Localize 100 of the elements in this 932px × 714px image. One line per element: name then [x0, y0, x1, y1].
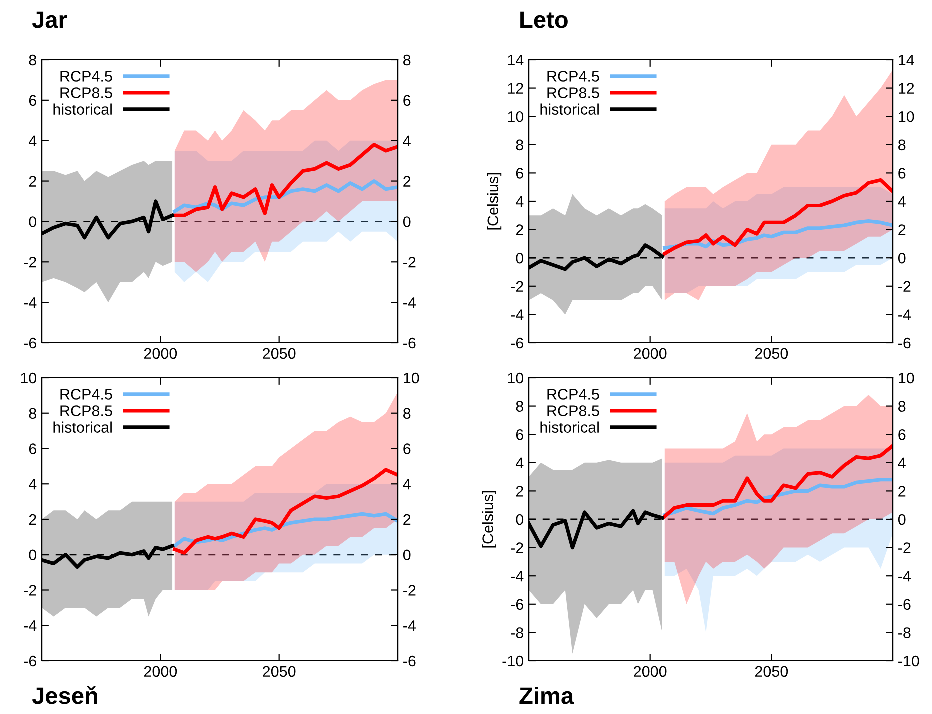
y2-tick-label: -6 — [404, 338, 416, 349]
y2-tick-label: 0 — [403, 550, 411, 561]
y2-tick-label: 8 — [404, 54, 411, 66]
y-tick-label: 12 — [508, 83, 524, 94]
y-tick-label: -4 — [511, 310, 524, 320]
y-tick-label: -10 — [502, 656, 524, 667]
x-tick-label: 2050 — [263, 666, 296, 678]
y2-tick-label: 4 — [403, 479, 411, 490]
y2-tick-label: -10 — [898, 656, 920, 667]
legend-label: historical — [540, 104, 599, 115]
x-tick-label: 2050 — [755, 348, 788, 360]
y-tick-label: 0 — [29, 550, 37, 561]
y2-tick-label: 6 — [404, 444, 411, 454]
y2-tick-label: 2 — [898, 224, 906, 236]
y-tick-label: 2 — [29, 514, 36, 526]
y-tick-label: -2 — [511, 281, 524, 292]
y-tick-label: 14 — [508, 55, 524, 66]
y-tick-label: 8 — [516, 140, 524, 151]
y2-tick-label: 2 — [404, 176, 411, 187]
y-tick-label: 2 — [29, 176, 36, 187]
y2-tick-label: -4 — [404, 620, 416, 632]
y2-tick-label: -2 — [898, 542, 911, 554]
y-tick-label: -8 — [511, 628, 524, 638]
legend-label: RCP4.5 — [548, 71, 600, 82]
y-tick-label: -6 — [511, 599, 524, 610]
x-tick-label: 2050 — [755, 666, 788, 678]
y-tick-label: 6 — [29, 95, 36, 106]
y-tick-label: 6 — [516, 168, 524, 179]
y2-tick-label: 8 — [404, 408, 411, 420]
legend-label: RCP8.5 — [548, 406, 600, 416]
y2-tick-label: -6 — [898, 338, 911, 349]
y-tick-label: 2 — [516, 486, 524, 497]
legend-label: RCP4.5 — [60, 71, 112, 82]
y-tick-label: -4 — [24, 620, 37, 632]
y-tick-label: 6 — [516, 429, 524, 440]
chart-title: Leto — [520, 12, 568, 28]
y-tick-label: 2 — [516, 224, 524, 236]
y2-tick-label: 2 — [404, 514, 411, 526]
chart-title: Jar — [32, 12, 68, 28]
y-tick-label: -6 — [24, 338, 36, 349]
y2-tick-label: 0 — [898, 252, 906, 264]
x-tick-label: 2000 — [144, 666, 178, 678]
y2-tick-label: -8 — [898, 628, 911, 638]
y-tick-label: 6 — [29, 444, 36, 454]
y2-tick-label: 6 — [898, 429, 906, 440]
y-tick-label: 4 — [516, 458, 524, 468]
y2-tick-label: 10 — [404, 372, 420, 384]
y2-tick-label: -2 — [898, 281, 911, 292]
legend-label: historical — [54, 422, 112, 433]
y-tick-label: -4 — [24, 298, 37, 308]
line-series — [663, 178, 893, 256]
y2-tick-label: 8 — [898, 401, 906, 412]
line-series — [663, 478, 893, 518]
text: Zima — [520, 686, 574, 704]
x-tick-label: 2050 — [263, 348, 296, 360]
y-tick-label: -6 — [24, 656, 36, 667]
y-tick-label: -6 — [511, 338, 524, 349]
y2-tick-label: -6 — [404, 656, 416, 667]
y-tick-label: -2 — [24, 257, 36, 268]
y-tick-label: 0 — [516, 252, 524, 264]
y-tick-label: 10 — [21, 372, 37, 384]
legend-label: RCP4.5 — [548, 389, 600, 400]
y2-tick-label: -4 — [898, 571, 911, 582]
y2-tick-label: 6 — [404, 95, 411, 106]
y2-tick-label: 0 — [898, 514, 906, 526]
y-tick-label: -2 — [511, 542, 524, 554]
legend-label: RCP8.5 — [60, 406, 112, 416]
x-tick-label: 2000 — [144, 348, 178, 360]
x-tick-label: 2000 — [634, 666, 667, 678]
y-tick-label: 0 — [29, 216, 37, 228]
y2-tick-label: -2 — [404, 257, 416, 268]
legend-label: historical — [540, 422, 599, 433]
y2-tick-label: 10 — [899, 372, 914, 384]
y2-tick-label: -6 — [898, 599, 911, 610]
y-tick-label: 8 — [516, 401, 524, 412]
legend-label: RCP8.5 — [548, 88, 600, 98]
y2-tick-label: 6 — [898, 168, 906, 179]
y2-tick-label: -4 — [404, 298, 416, 308]
legend-label: RCP8.5 — [60, 88, 112, 98]
y-tick-label: 0 — [516, 514, 524, 526]
y2-tick-label: 4 — [403, 136, 411, 146]
y2-tick-label: 4 — [898, 196, 906, 208]
x-tick-label: 2000 — [634, 348, 667, 360]
y2-tick-label: -2 — [404, 585, 416, 596]
y2-tick-label: 0 — [403, 216, 411, 228]
text: Jeseň — [32, 686, 98, 704]
legend-label: historical — [54, 104, 112, 115]
y-tick-label: -2 — [24, 585, 36, 596]
y2-tick-label: 14 — [899, 55, 914, 66]
line-series — [173, 468, 398, 555]
y2-tick-label: 4 — [898, 458, 906, 468]
y-tick-label: 4 — [28, 479, 37, 490]
y-tick-label: 10 — [508, 111, 524, 122]
y-tick-label: 10 — [508, 372, 524, 384]
legend-label: RCP4.5 — [60, 389, 112, 400]
y2-tick-label: -4 — [898, 310, 911, 320]
line-series — [173, 143, 398, 218]
y2-tick-label: 10 — [899, 111, 914, 122]
y-tick-label: 8 — [29, 54, 36, 66]
y2-tick-label: 2 — [898, 486, 906, 497]
